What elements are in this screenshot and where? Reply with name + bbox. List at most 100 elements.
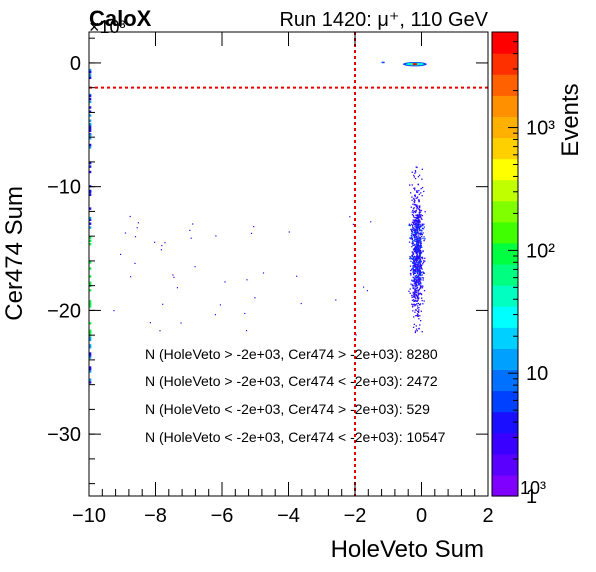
signal-point xyxy=(417,251,419,253)
color-band xyxy=(492,453,518,476)
signal-point xyxy=(414,330,417,332)
signal-point xyxy=(421,195,423,197)
signal-point xyxy=(416,300,418,302)
signal-point xyxy=(419,240,421,242)
signal-point xyxy=(421,168,423,170)
signal-point xyxy=(413,303,415,305)
signal-point xyxy=(416,282,418,284)
signal-point xyxy=(420,241,422,243)
signal-point xyxy=(412,292,414,294)
signal-point xyxy=(414,331,416,334)
signal-point xyxy=(420,267,422,269)
signal-point xyxy=(414,295,416,298)
color-band xyxy=(492,348,518,371)
signal-point xyxy=(413,239,415,242)
signal-point xyxy=(413,294,415,296)
edge-bin xyxy=(89,218,92,221)
edge-bin xyxy=(89,226,92,229)
signal-point xyxy=(420,320,422,322)
signal-point xyxy=(409,265,412,267)
signal-point xyxy=(415,274,417,276)
signal-point xyxy=(418,307,420,309)
signal-point xyxy=(416,303,418,305)
sparse-point xyxy=(214,314,216,316)
signal-point xyxy=(420,251,422,253)
signal-point xyxy=(418,274,421,276)
signal-point xyxy=(414,262,417,264)
signal-point xyxy=(416,290,418,292)
signal-point xyxy=(415,257,418,259)
signal-point xyxy=(408,290,410,292)
edge-bin xyxy=(89,346,92,349)
sparse-point xyxy=(355,334,357,336)
edge-bin xyxy=(89,189,92,193)
x-tick-label: −8 xyxy=(144,505,167,527)
sparse-point xyxy=(244,312,246,315)
signal-point xyxy=(412,209,414,212)
sparse-point xyxy=(349,216,351,218)
signal-point xyxy=(421,268,423,270)
signal-point xyxy=(420,271,423,273)
sparse-point xyxy=(215,235,217,237)
edge-bin xyxy=(89,125,92,128)
signal-point xyxy=(414,189,416,191)
signal-point xyxy=(422,279,424,281)
signal-point xyxy=(413,212,415,214)
signal-point xyxy=(420,257,423,259)
edge-bin xyxy=(89,260,92,264)
signal-point xyxy=(414,290,416,292)
edge-bin xyxy=(89,76,92,79)
signal-point xyxy=(413,269,415,271)
signal-point xyxy=(420,285,422,287)
signal-point xyxy=(416,261,419,264)
signal-point xyxy=(418,256,420,258)
signal-point xyxy=(419,246,421,249)
signal-point xyxy=(416,237,418,239)
signal-point xyxy=(415,228,417,231)
signal-point xyxy=(411,240,414,242)
sparse-point xyxy=(190,237,192,239)
signal-point xyxy=(414,299,416,302)
signal-point xyxy=(419,234,421,236)
signal-point xyxy=(413,198,415,200)
signal-point xyxy=(420,283,422,285)
signal-point xyxy=(418,226,420,228)
signal-point xyxy=(416,291,418,293)
signal-point xyxy=(423,190,425,193)
signal-point xyxy=(416,208,418,210)
signal-point xyxy=(414,216,416,219)
signal-point xyxy=(420,260,422,262)
signal-point xyxy=(413,300,415,303)
signal-point xyxy=(417,263,419,265)
signal-point xyxy=(417,274,419,276)
signal-point xyxy=(414,291,417,294)
signal-point xyxy=(416,307,419,309)
signal-point xyxy=(424,211,426,213)
signal-point xyxy=(408,241,411,243)
edge-bin xyxy=(89,275,92,278)
signal-point xyxy=(419,303,422,305)
edge-bin xyxy=(89,378,92,381)
edge-bin xyxy=(89,344,92,347)
signal-point xyxy=(413,228,415,230)
signal-point xyxy=(418,223,420,226)
signal-point xyxy=(417,241,420,244)
signal-point xyxy=(416,243,418,245)
signal-point xyxy=(409,224,411,226)
signal-point xyxy=(418,275,420,277)
signal-point xyxy=(412,208,415,210)
signal-point xyxy=(413,249,415,251)
signal-point xyxy=(416,266,418,268)
x-tick-label: −6 xyxy=(211,505,234,527)
signal-point xyxy=(416,276,419,278)
sparse-point xyxy=(262,272,265,274)
signal-point xyxy=(420,293,423,295)
signal-point xyxy=(416,221,418,223)
signal-point xyxy=(420,192,422,194)
signal-point xyxy=(411,214,414,216)
signal-point xyxy=(420,232,422,234)
y-tick-label: 0 xyxy=(70,53,81,75)
signal-point xyxy=(417,245,419,247)
signal-point xyxy=(420,264,422,266)
